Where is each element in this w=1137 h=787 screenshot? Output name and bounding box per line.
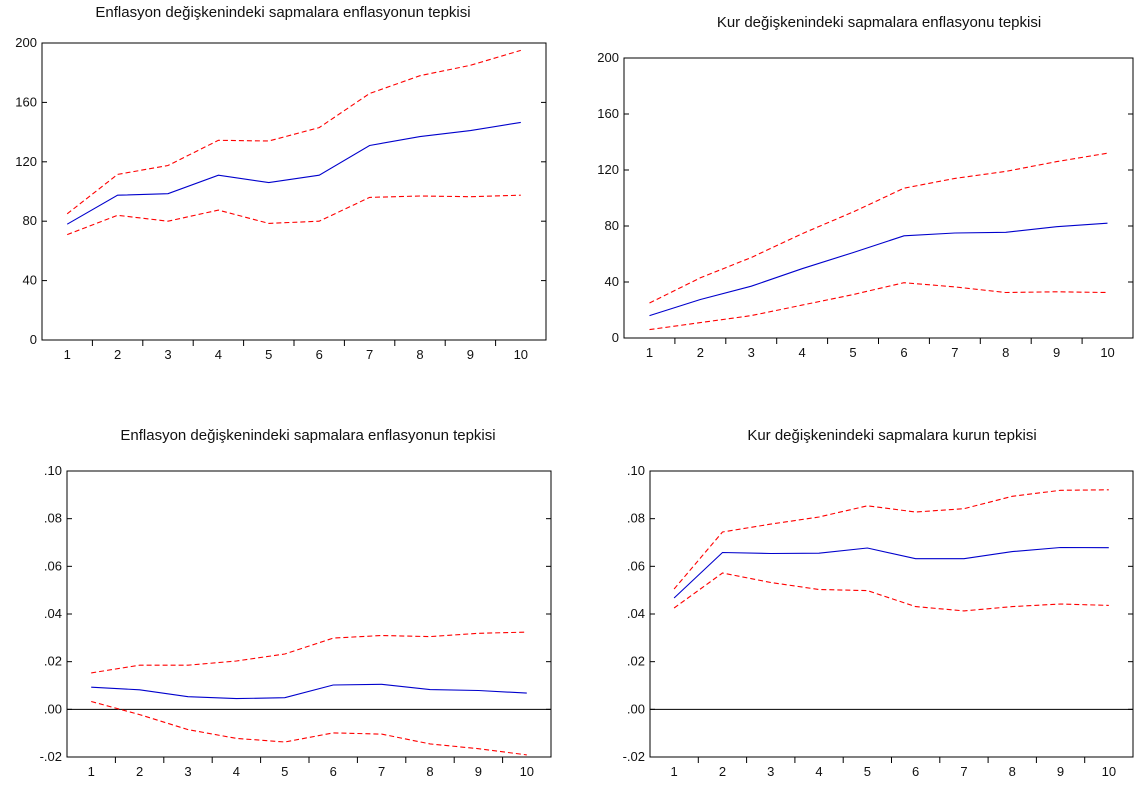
chart-panel-3: Enflasyon değişkenindeki sapmalara enfla… [40, 427, 552, 779]
x-tick-label: 5 [849, 345, 856, 360]
chart-title: Kur değişkenindeki sapmalara enflasyonu … [717, 14, 1041, 31]
x-tick-label: 5 [265, 347, 272, 362]
series-line-upper [649, 152, 1108, 304]
series-line-lower [91, 700, 527, 756]
y-tick-label: 200 [15, 35, 37, 50]
x-tick-label: 4 [233, 764, 240, 779]
x-tick-label: 6 [316, 347, 323, 362]
chart-title: Enflasyon değişkenindeki sapmalara enfla… [120, 427, 495, 444]
x-tick-label: 8 [1009, 764, 1016, 779]
y-tick-label: .02 [44, 654, 62, 669]
y-tick-label: .10 [627, 463, 645, 478]
y-tick-label: 80 [23, 213, 37, 228]
x-tick-label: 4 [815, 764, 822, 779]
x-tick-label: 5 [281, 764, 288, 779]
y-tick-label: 80 [605, 218, 619, 233]
x-tick-label: 8 [1002, 345, 1009, 360]
y-tick-label: 0 [30, 332, 37, 347]
y-tick-label: 200 [597, 50, 619, 65]
x-tick-label: 3 [748, 345, 755, 360]
plot-frame [649, 470, 1134, 758]
y-tick-label: 0 [612, 330, 619, 345]
y-tick-label: 40 [605, 274, 619, 289]
chart-panel-4: Kur değişkenindeki sapmalara kurun tepki… [623, 427, 1134, 779]
x-tick-label: 2 [114, 347, 121, 362]
y-tick-label: .00 [627, 701, 645, 716]
y-tick-label: 160 [15, 94, 37, 109]
x-tick-label: 7 [960, 764, 967, 779]
y-tick-label: .10 [44, 463, 62, 478]
y-tick-label: .02 [627, 654, 645, 669]
series-line-response [673, 546, 1109, 599]
x-tick-label: 4 [799, 345, 806, 360]
series-line-response [649, 222, 1108, 317]
x-tick-label: 4 [215, 347, 222, 362]
y-tick-label: 40 [23, 273, 37, 288]
x-tick-label: 9 [1057, 764, 1064, 779]
series-line-response [66, 121, 521, 225]
y-tick-label: .06 [627, 558, 645, 573]
x-tick-label: 5 [864, 764, 871, 779]
chart-title: Enflasyon değişkenindeki sapmalara enfla… [95, 4, 470, 21]
x-tick-label: 7 [378, 764, 385, 779]
y-tick-label: 120 [597, 162, 619, 177]
y-tick-label: .00 [44, 701, 62, 716]
chart-panel-2: Kur değişkenindeki sapmalara enflasyonu … [597, 14, 1134, 360]
chart-title: Kur değişkenindeki sapmalara kurun tepki… [747, 427, 1036, 444]
x-tick-label: 2 [719, 764, 726, 779]
chart-panel-1: Enflasyon değişkenindeki sapmalara enfla… [15, 4, 547, 362]
x-tick-label: 3 [767, 764, 774, 779]
x-tick-label: 9 [467, 347, 474, 362]
x-tick-label: 2 [136, 764, 143, 779]
y-tick-label: .08 [44, 511, 62, 526]
y-tick-label: 160 [597, 106, 619, 121]
x-tick-label: 6 [330, 764, 337, 779]
x-tick-label: 9 [1053, 345, 1060, 360]
series-line-lower [673, 572, 1109, 612]
series-line-upper [91, 631, 527, 674]
x-tick-label: 8 [426, 764, 433, 779]
x-tick-label: 10 [1100, 345, 1114, 360]
y-tick-label: -.02 [40, 749, 62, 764]
x-tick-label: 3 [164, 347, 171, 362]
x-tick-label: 10 [520, 764, 534, 779]
y-tick-label: .04 [44, 606, 62, 621]
y-tick-label: .06 [44, 558, 62, 573]
x-tick-label: 10 [514, 347, 528, 362]
y-tick-label: .08 [627, 511, 645, 526]
series-line-lower [67, 194, 521, 236]
series-line-upper [673, 489, 1109, 590]
x-tick-label: 8 [416, 347, 423, 362]
series-line-response [91, 683, 527, 700]
x-tick-label: 1 [671, 764, 678, 779]
x-tick-label: 9 [475, 764, 482, 779]
x-tick-label: 7 [366, 347, 373, 362]
series-line-lower [649, 282, 1108, 331]
plot-frame [41, 42, 547, 341]
x-tick-label: 1 [646, 345, 653, 360]
y-tick-label: .04 [627, 606, 645, 621]
y-tick-label: -.02 [623, 749, 645, 764]
x-tick-label: 1 [64, 347, 71, 362]
x-tick-label: 6 [900, 345, 907, 360]
x-tick-label: 6 [912, 764, 919, 779]
x-tick-label: 10 [1102, 764, 1116, 779]
plot-frame [623, 57, 1134, 339]
x-tick-label: 3 [184, 764, 191, 779]
x-tick-label: 2 [697, 345, 704, 360]
x-tick-label: 1 [88, 764, 95, 779]
y-tick-label: 120 [15, 154, 37, 169]
x-tick-label: 7 [951, 345, 958, 360]
series-line-upper [66, 49, 521, 215]
